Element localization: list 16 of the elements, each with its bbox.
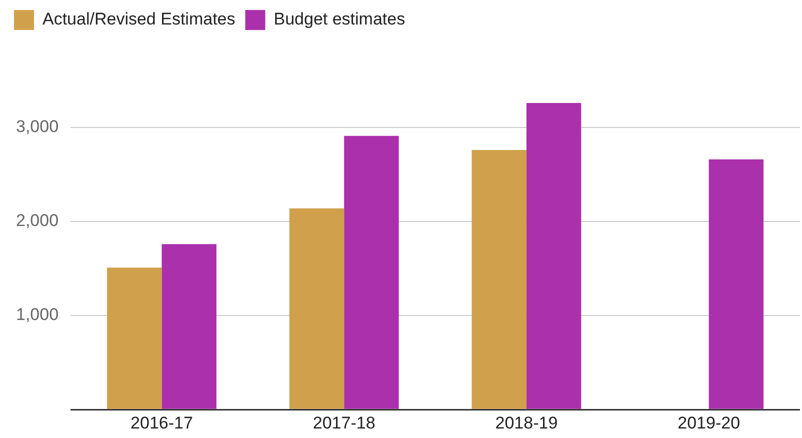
y-tick-label: 1,000 bbox=[16, 305, 59, 324]
bar bbox=[526, 103, 582, 409]
bar bbox=[344, 136, 399, 409]
x-tick-label: 2018-19 bbox=[495, 413, 558, 432]
bar bbox=[107, 268, 162, 409]
legend-label: Actual/Revised Estimates bbox=[42, 10, 236, 29]
x-tick-label: 2016-17 bbox=[130, 413, 193, 432]
x-tick-label: 2017-18 bbox=[312, 413, 376, 432]
y-tick-label: 2,000 bbox=[16, 211, 59, 230]
x-tick-label: 2019-20 bbox=[678, 413, 740, 432]
bar bbox=[472, 150, 526, 409]
legend-label: Budget estimates bbox=[274, 10, 406, 29]
y-tick-label: 3,000 bbox=[16, 117, 59, 136]
bar bbox=[162, 244, 216, 409]
bar bbox=[708, 159, 764, 409]
bar bbox=[289, 208, 344, 409]
